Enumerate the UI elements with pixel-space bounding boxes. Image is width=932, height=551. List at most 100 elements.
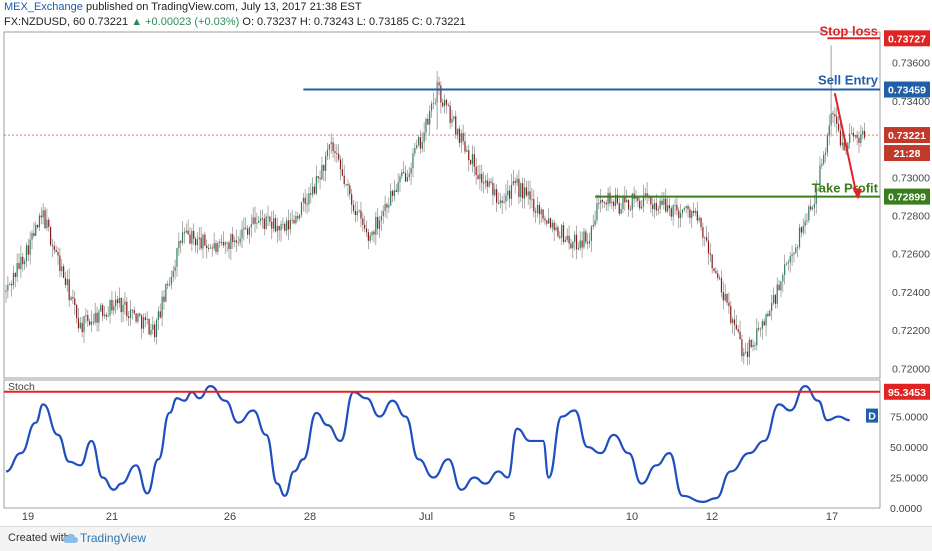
candle-body xyxy=(490,181,492,183)
candle-body xyxy=(471,154,474,165)
candle-body xyxy=(81,322,83,333)
candle-body xyxy=(672,205,674,217)
candle-body xyxy=(367,232,369,241)
candle-body xyxy=(724,293,726,301)
candle-body xyxy=(533,199,535,212)
candle-body xyxy=(35,224,37,236)
candle-body xyxy=(235,240,238,243)
candle-body xyxy=(518,178,520,198)
candle-body xyxy=(349,185,351,195)
candle-body xyxy=(564,239,566,242)
candle-body xyxy=(464,141,466,152)
candle-body xyxy=(300,201,303,215)
candle-body xyxy=(176,248,178,267)
candle-body xyxy=(317,176,319,179)
candle-body xyxy=(77,318,80,329)
candle-body xyxy=(496,189,498,203)
candle-body xyxy=(369,235,371,241)
candle-body xyxy=(198,237,200,240)
candle-body xyxy=(614,194,617,206)
candle-body xyxy=(360,210,362,219)
candle-body xyxy=(152,324,154,330)
candle-body xyxy=(116,299,119,304)
candle-body xyxy=(378,220,381,229)
candle-body xyxy=(674,204,676,206)
candle-body xyxy=(213,243,215,249)
candle-body xyxy=(594,220,596,226)
candle-body xyxy=(707,240,710,254)
candle-body xyxy=(659,200,661,209)
candle-body xyxy=(811,207,814,210)
candle-body xyxy=(334,151,336,154)
candle-body xyxy=(795,247,797,253)
footer-bar: Created with TradingView xyxy=(0,526,932,551)
candle-body xyxy=(862,130,864,135)
countdown-tag-text: 21:28 xyxy=(894,148,921,160)
candle-body xyxy=(570,243,572,249)
candle-body xyxy=(698,217,700,221)
candle-body xyxy=(544,218,546,221)
candle-body xyxy=(258,220,260,224)
candle-body xyxy=(605,202,607,205)
candle-body xyxy=(679,213,682,219)
candle-body xyxy=(163,296,165,302)
candle-body xyxy=(85,315,87,317)
candle-body xyxy=(445,99,448,105)
candle-body xyxy=(33,233,35,236)
candle-body xyxy=(354,210,356,216)
candle-body xyxy=(575,234,578,250)
candle-body xyxy=(282,223,284,225)
candle-body xyxy=(624,197,626,203)
candle-body xyxy=(53,245,55,251)
candle-body xyxy=(778,284,780,291)
time-axis-tick: Jul xyxy=(419,511,433,523)
last-price-tag xyxy=(884,127,930,144)
candle-body xyxy=(824,152,827,155)
stoch-badge[interactable] xyxy=(866,408,878,423)
candle-body xyxy=(233,240,236,242)
candle-body xyxy=(224,242,226,246)
candle-body xyxy=(18,263,20,269)
candle-body xyxy=(791,254,793,257)
candle-body xyxy=(692,210,695,213)
candle-body xyxy=(548,218,550,224)
candle-body xyxy=(14,273,16,278)
candle-body xyxy=(185,230,187,233)
candle-body xyxy=(486,180,488,187)
candle-body xyxy=(640,206,643,209)
price-axis-tick: 0.72600 xyxy=(892,249,930,261)
candle-body xyxy=(118,297,120,304)
candle-body xyxy=(691,210,693,218)
candle-body xyxy=(72,297,74,299)
candle-body xyxy=(590,226,592,241)
price-chart[interactable]: 0.72000 0.72200 0.72400 0.72600 0.72800 0.730… xyxy=(0,0,932,526)
candle-body xyxy=(453,116,455,119)
candle-body xyxy=(61,266,63,272)
candle-body xyxy=(494,189,496,196)
candle-body xyxy=(120,297,122,313)
candle-body xyxy=(211,247,213,249)
candle-body xyxy=(122,304,124,313)
candle-body xyxy=(280,224,282,231)
candle-body xyxy=(94,312,96,323)
candle-body xyxy=(263,218,265,229)
tradingview-logo-text[interactable]: TradingView xyxy=(80,531,147,545)
candle-body xyxy=(23,261,26,265)
candle-body xyxy=(382,211,384,216)
time-axis-tick: 21 xyxy=(106,511,118,523)
publisher-name[interactable]: MEX_Exchange xyxy=(4,1,83,13)
candle-body xyxy=(652,204,654,210)
candle-body xyxy=(514,180,516,183)
candle-body xyxy=(858,137,860,143)
time-axis-tick: 12 xyxy=(706,511,718,523)
candle-body xyxy=(479,173,481,180)
candle-body xyxy=(719,277,721,279)
candle-body xyxy=(587,242,589,244)
candle-body xyxy=(802,226,804,233)
candle-body xyxy=(245,227,247,229)
candle-body xyxy=(194,238,197,246)
candle-body xyxy=(782,275,784,282)
candle-body xyxy=(325,156,327,171)
candle-body xyxy=(79,322,81,329)
candle-body xyxy=(51,245,54,246)
